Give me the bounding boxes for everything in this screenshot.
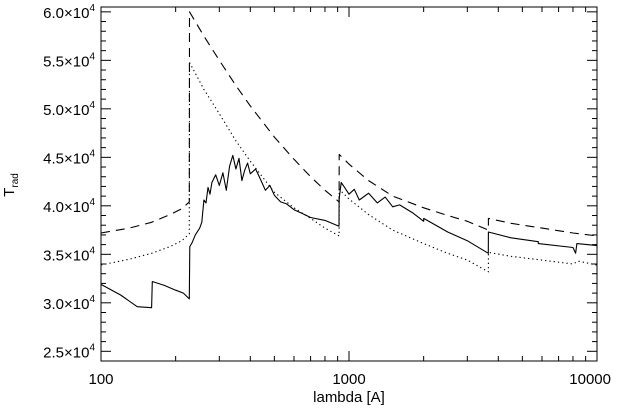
y-axis-title: Trad (1, 173, 21, 197)
x-tick-label: 10000 (569, 371, 611, 388)
y-tick-mantissa: 3.5×10 (43, 247, 89, 264)
y-tick-exponent: 4 (89, 342, 95, 353)
y-tick-mantissa: 6.0×10 (43, 5, 89, 22)
x-tick-label: 1000 (332, 371, 365, 388)
y-tick-label: 4.0×104 (43, 197, 95, 216)
series-line-solid (100, 154, 598, 309)
y-tick-exponent: 4 (89, 51, 95, 62)
y-axis-title-subscript: rad (10, 173, 21, 187)
y-tick-labels: 2.5×1043.0×1043.5×1044.0×1044.5×1045.0×1… (43, 3, 95, 361)
y-tick-mantissa: 3.0×10 (43, 296, 89, 313)
y-tick-label: 4.5×104 (43, 148, 95, 167)
y-tick-label: 2.5×104 (43, 342, 95, 361)
y-tick-label: 3.0×104 (43, 294, 95, 313)
y-axis-title-main: T (1, 188, 18, 197)
plot-frame (100, 6, 598, 362)
y-tick-mantissa: 4.5×10 (43, 150, 89, 167)
axis-ticks (100, 7, 597, 361)
series-line-dashed (100, 11, 598, 237)
y-tick-exponent: 4 (89, 197, 95, 208)
y-tick-mantissa: 5.5×10 (43, 53, 89, 70)
x-tick-label: 100 (88, 371, 113, 388)
plot-area (100, 6, 598, 362)
y-tick-label: 3.5×104 (43, 245, 95, 264)
y-tick-exponent: 4 (89, 148, 95, 159)
series-line-dotted (100, 61, 598, 273)
y-tick-label: 5.0×104 (43, 100, 95, 119)
y-tick-exponent: 4 (89, 3, 95, 14)
y-tick-exponent: 4 (89, 245, 95, 256)
y-tick-label: 5.5×104 (43, 51, 95, 70)
x-axis-title: lambda [A] (313, 389, 385, 406)
data-series (100, 11, 598, 309)
y-tick-exponent: 4 (89, 100, 95, 111)
y-tick-mantissa: 4.0×10 (43, 199, 89, 216)
x-tick-labels: 100 1000 10000 (88, 371, 611, 388)
y-tick-mantissa: 2.5×10 (43, 344, 89, 361)
y-tick-exponent: 4 (89, 294, 95, 305)
y-tick-mantissa: 5.0×10 (43, 102, 89, 119)
y-tick-label: 6.0×104 (43, 3, 95, 22)
